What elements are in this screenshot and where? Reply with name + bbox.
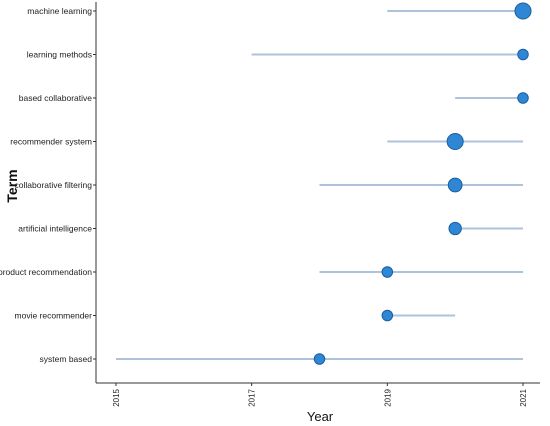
term-point [448,221,462,236]
y-axis-title: Term [4,169,20,202]
term-label: artificial intelligence [18,224,92,234]
points-layer [313,2,532,365]
term-point [446,132,464,151]
term-labels-layer: machine learning learning methods based co… [0,6,96,364]
x-tick-label: 2021 [519,388,528,406]
term-point [313,353,326,365]
term-label: machine learning [27,6,92,16]
term-point [381,266,394,278]
term-label: recommender system [10,137,92,147]
term-label: product recommendation [0,267,92,277]
x-tick-label: 2017 [248,388,257,406]
x-tick-labels-layer: 2015 2017 2019 2021 [112,383,528,407]
term-point [517,48,529,61]
x-tick-label: 2019 [383,388,392,406]
term-label: learning methods [27,50,92,60]
term-label: system based [40,354,93,364]
term-point [447,177,463,193]
term-point [517,92,529,104]
x-tick-label: 2015 [112,388,121,406]
term-label: movie recommender [15,311,93,321]
term-label: based collaborative [19,93,93,103]
term-point [381,309,394,322]
term-label: collaborative filtering [15,180,93,190]
x-axis-title: Year [307,409,334,424]
axes-layer [95,2,540,384]
term-point [514,2,532,20]
